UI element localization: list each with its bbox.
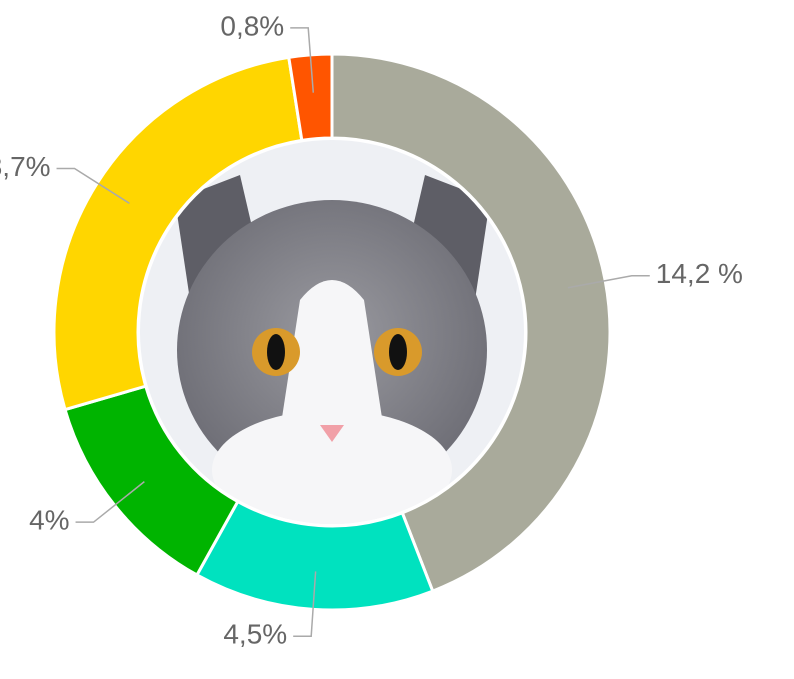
center-image [140,140,524,524]
leader-line [293,571,317,638]
data-label: 4% [29,505,69,536]
data-label: 14,2 % [656,258,743,289]
data-label: 8,7% [0,151,51,182]
leader-line [56,167,130,204]
leader-line [290,27,315,93]
leader-line [567,275,650,289]
donut-slice [287,52,334,143]
donut-slice [52,55,304,412]
data-label: 0,8% [220,10,284,41]
data-label: 4,5% [223,619,287,650]
leader-line [75,481,145,523]
donut-slice [330,52,612,594]
